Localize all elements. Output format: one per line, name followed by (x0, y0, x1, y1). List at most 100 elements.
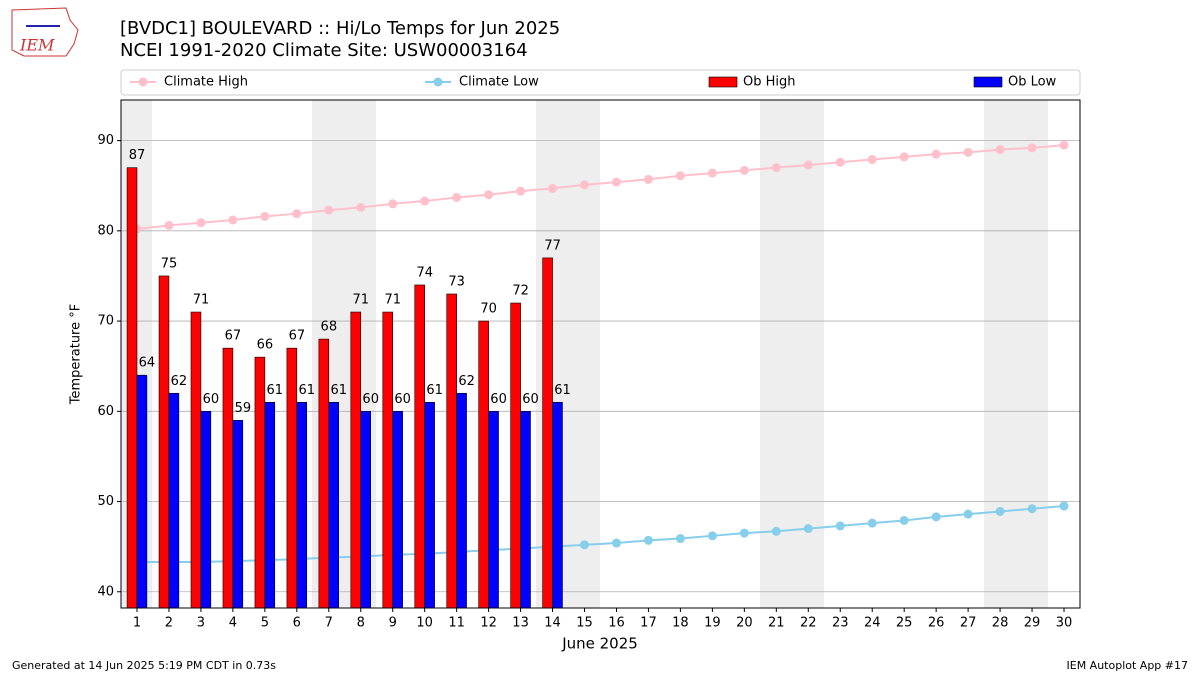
data-label: 72 (512, 284, 529, 299)
data-label: 68 (321, 320, 338, 335)
bar (360, 410, 371, 609)
marker (675, 171, 685, 181)
data-label: 77 (544, 238, 561, 253)
marker (739, 528, 749, 538)
data-label: 61 (298, 383, 315, 398)
marker (739, 165, 749, 175)
bar (328, 401, 339, 609)
x-tick-label: 24 (864, 616, 881, 631)
x-tick-label: 26 (928, 616, 945, 631)
legend-label: Climate Low (459, 75, 539, 90)
marker (611, 177, 621, 187)
data-label: 61 (554, 383, 571, 398)
marker (292, 209, 302, 219)
marker (643, 174, 653, 184)
x-tick-label: 2 (165, 616, 173, 631)
data-label: 60 (203, 392, 220, 407)
marker (771, 526, 781, 536)
chart-title: [BVDC1] BOULEVARD :: Hi/Lo Temps for Jun… (120, 18, 560, 39)
marker (803, 160, 813, 170)
data-label: 67 (289, 329, 306, 344)
data-label: 74 (416, 265, 433, 280)
marker (675, 534, 685, 544)
x-tick-label: 19 (704, 616, 721, 631)
marker (420, 196, 430, 206)
y-tick-label: 70 (97, 314, 114, 329)
data-label: 61 (426, 383, 443, 398)
x-tick-label: 6 (293, 616, 301, 631)
marker (867, 155, 877, 165)
x-tick-label: 28 (992, 616, 1009, 631)
data-label: 67 (225, 329, 242, 344)
marker (803, 524, 813, 534)
marker (931, 149, 941, 159)
bar (136, 374, 148, 609)
bar (158, 275, 170, 609)
marker (1059, 140, 1069, 150)
marker (931, 512, 941, 522)
bar (254, 356, 266, 609)
bar (446, 293, 457, 609)
data-label: 70 (480, 302, 497, 317)
legend-label: Ob Low (1008, 75, 1057, 90)
bar (510, 302, 521, 609)
x-tick-label: 18 (672, 616, 689, 631)
data-label: 60 (490, 392, 507, 407)
footer-left: Generated at 14 Jun 2025 5:19 PM CDT in … (12, 659, 276, 672)
x-tick-label: 12 (480, 616, 497, 631)
y-tick-label: 50 (97, 494, 114, 509)
marker (548, 183, 558, 193)
bar (318, 338, 330, 609)
bar (478, 320, 489, 609)
data-label: 87 (129, 148, 146, 163)
x-tick-label: 17 (640, 616, 657, 631)
x-tick-label: 22 (800, 616, 817, 631)
marker (516, 186, 526, 196)
x-tick-label: 8 (357, 616, 365, 631)
bar (488, 410, 499, 609)
chart-subtitle: NCEI 1991-2020 Climate Site: USW00003164 (120, 40, 528, 61)
data-label: 61 (330, 383, 347, 398)
data-label: 60 (394, 392, 411, 407)
marker (484, 190, 494, 200)
x-tick-label: 14 (544, 616, 561, 631)
data-label: 64 (139, 356, 156, 371)
bar (382, 311, 394, 609)
bar (414, 284, 425, 609)
legend-swatch (708, 76, 738, 88)
data-label: 60 (362, 392, 379, 407)
y-tick-label: 60 (97, 404, 114, 419)
x-tick-label: 16 (608, 616, 625, 631)
x-tick-label: 7 (325, 616, 333, 631)
marker (388, 199, 398, 209)
marker (963, 509, 973, 519)
x-tick-label: 4 (229, 616, 237, 631)
bar (126, 167, 138, 609)
x-tick-label: 3 (197, 616, 205, 631)
plot-frame (120, 99, 1081, 609)
marker (356, 202, 366, 212)
bar (222, 347, 234, 609)
bar (542, 257, 553, 609)
marker (995, 506, 1005, 516)
bar (264, 401, 276, 609)
x-tick-label: 1 (133, 616, 141, 631)
y-axis-label: Temperature °F (69, 304, 84, 405)
legend-marker (433, 77, 443, 87)
legend-marker (138, 77, 148, 87)
x-tick-label: 10 (416, 616, 433, 631)
bar (190, 311, 202, 609)
marker (643, 535, 653, 545)
logo-text: IEM (19, 36, 55, 55)
x-axis-label: June 2025 (561, 635, 638, 653)
x-tick-label: 20 (736, 616, 753, 631)
bar (232, 420, 244, 609)
line (136, 505, 1065, 563)
bar (552, 401, 563, 609)
marker (899, 515, 909, 525)
x-tick-label: 15 (576, 616, 593, 631)
x-tick-label: 13 (512, 616, 529, 631)
data-label: 66 (257, 338, 274, 353)
data-label: 61 (267, 383, 284, 398)
